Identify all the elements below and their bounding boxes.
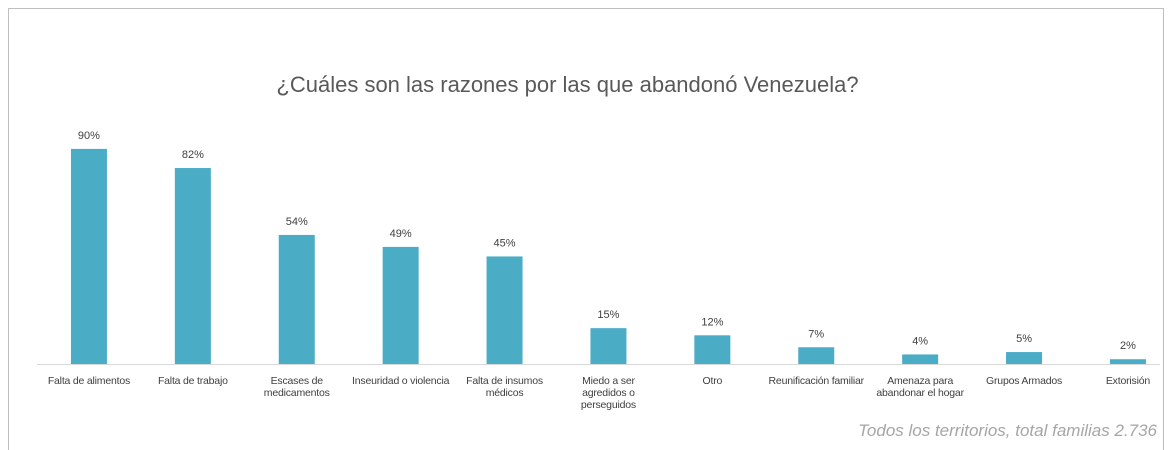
bar [694, 335, 731, 364]
bar [590, 328, 627, 364]
bar [1109, 359, 1146, 364]
value-label: 2% [1120, 340, 1136, 352]
bar [798, 347, 835, 364]
bar [1006, 352, 1043, 364]
x-tick-label: Falta de trabajo [157, 375, 228, 387]
x-tick-label: Amenaza para abandonar el hogar [876, 375, 964, 399]
value-label: 90% [78, 130, 100, 142]
bar [902, 354, 939, 364]
value-label: 82% [182, 149, 204, 161]
chart-title: ¿Cuáles son las razones por las que aban… [276, 72, 859, 97]
value-label: 7% [808, 328, 824, 340]
x-tick-label: Escases de medicamentos [263, 375, 330, 399]
x-tick-label: Falta de alimentos [47, 375, 131, 387]
bar [70, 148, 107, 364]
value-label: 54% [286, 216, 308, 228]
annotation: Todos los territorios, total familias 2.… [858, 421, 1157, 440]
x-tick-label: Reunificación familiar [768, 375, 865, 387]
value-label: 49% [390, 228, 412, 240]
x-tick-label: Miedo a ser agredidos o perseguidos [580, 375, 636, 411]
value-label: 4% [912, 335, 928, 347]
value-label: 15% [597, 309, 619, 321]
value-label: 45% [494, 237, 516, 249]
value-label: 5% [1016, 333, 1032, 345]
bar [278, 234, 315, 364]
chart-frame [8, 8, 1164, 450]
x-tick-label: Extorisión [1105, 375, 1150, 387]
x-tick-label: Falta de insumos médicos [466, 375, 543, 399]
bar [382, 246, 419, 364]
value-label: 12% [701, 316, 723, 328]
x-tick-label: Grupos Armados [986, 375, 1063, 387]
x-tick-label: Otro [702, 375, 723, 387]
bar [486, 256, 523, 364]
bar [174, 168, 211, 364]
x-tick-label: Inseuridad o violencia [352, 375, 450, 387]
